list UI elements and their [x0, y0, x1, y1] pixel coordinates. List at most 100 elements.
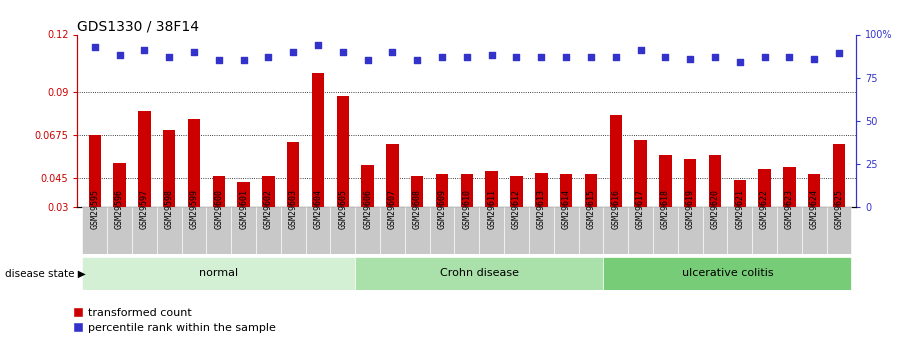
Bar — [404, 207, 430, 254]
Bar — [287, 142, 300, 207]
Bar — [355, 207, 380, 254]
Bar — [207, 207, 231, 254]
Bar — [88, 135, 101, 207]
Bar — [733, 180, 746, 207]
Bar — [660, 155, 671, 207]
Point — [732, 59, 747, 65]
Text: GSM29601: GSM29601 — [239, 189, 248, 229]
Bar — [138, 111, 150, 207]
Point — [558, 54, 573, 60]
Point — [658, 54, 672, 60]
Bar — [585, 175, 597, 207]
Text: GSM29614: GSM29614 — [561, 189, 570, 229]
Text: GSM29612: GSM29612 — [512, 189, 521, 229]
Bar — [113, 163, 126, 207]
Bar — [777, 207, 802, 254]
Text: GSM29619: GSM29619 — [686, 189, 695, 229]
Bar — [256, 207, 281, 254]
Bar — [188, 119, 200, 207]
Bar — [560, 175, 572, 207]
Text: GSM29609: GSM29609 — [437, 189, 446, 229]
Bar — [362, 165, 374, 207]
Bar — [82, 257, 355, 290]
Point — [633, 47, 648, 53]
Bar — [684, 159, 696, 207]
Text: GSM29608: GSM29608 — [413, 189, 422, 229]
Bar — [678, 207, 702, 254]
Point — [460, 54, 475, 60]
Bar — [802, 207, 826, 254]
Bar — [609, 115, 622, 207]
Bar — [306, 207, 331, 254]
Text: GSM29599: GSM29599 — [189, 189, 199, 229]
Text: GSM29600: GSM29600 — [214, 189, 223, 229]
Bar — [628, 207, 653, 254]
Text: GSM29615: GSM29615 — [587, 189, 596, 229]
Text: GSM29611: GSM29611 — [487, 189, 496, 229]
Bar — [529, 207, 554, 254]
Bar — [510, 176, 523, 207]
Bar — [331, 207, 355, 254]
Point — [435, 54, 449, 60]
Point — [236, 58, 251, 63]
Text: GSM29598: GSM29598 — [165, 189, 174, 229]
Point — [211, 58, 226, 63]
Bar — [231, 207, 256, 254]
Point — [807, 56, 822, 61]
Bar — [132, 207, 157, 254]
Point — [410, 58, 425, 63]
Point — [261, 54, 276, 60]
Bar — [653, 207, 678, 254]
Bar — [783, 167, 795, 207]
Text: GSM29596: GSM29596 — [115, 189, 124, 229]
Point — [361, 58, 375, 63]
Text: GSM29623: GSM29623 — [785, 189, 793, 229]
Text: Crohn disease: Crohn disease — [440, 268, 518, 278]
Bar — [212, 176, 225, 207]
Bar — [826, 207, 852, 254]
Point — [782, 54, 796, 60]
Legend: transformed count, percentile rank within the sample: transformed count, percentile rank withi… — [69, 303, 281, 338]
Text: GSM29610: GSM29610 — [463, 189, 471, 229]
Point — [584, 54, 599, 60]
Text: GSM29625: GSM29625 — [834, 189, 844, 229]
Bar — [455, 207, 479, 254]
Bar — [163, 130, 176, 207]
Bar — [603, 257, 852, 290]
Point — [112, 52, 127, 58]
Text: GSM29606: GSM29606 — [363, 189, 373, 229]
Point — [534, 54, 548, 60]
Bar — [752, 207, 777, 254]
Point — [162, 54, 177, 60]
Bar — [380, 207, 404, 254]
Point — [832, 51, 846, 56]
Text: GSM29595: GSM29595 — [90, 189, 99, 229]
Bar — [554, 207, 578, 254]
Point — [757, 54, 772, 60]
Bar — [479, 207, 504, 254]
Bar — [181, 207, 207, 254]
Bar — [107, 207, 132, 254]
Bar — [157, 207, 181, 254]
Bar — [727, 207, 752, 254]
Bar — [435, 175, 448, 207]
Text: GSM29604: GSM29604 — [313, 189, 322, 229]
Text: GSM29605: GSM29605 — [338, 189, 347, 229]
Text: GSM29613: GSM29613 — [537, 189, 546, 229]
Bar — [461, 175, 473, 207]
Text: normal: normal — [200, 268, 239, 278]
Text: GSM29602: GSM29602 — [264, 189, 273, 229]
Text: GSM29618: GSM29618 — [660, 189, 670, 229]
Point — [485, 52, 499, 58]
Bar — [504, 207, 529, 254]
Text: disease state ▶: disease state ▶ — [5, 268, 86, 278]
Bar — [386, 144, 399, 207]
Text: GSM29621: GSM29621 — [735, 189, 744, 229]
Bar — [603, 207, 628, 254]
Bar — [262, 176, 274, 207]
Bar — [808, 175, 821, 207]
Bar — [411, 176, 424, 207]
Text: GSM29603: GSM29603 — [289, 189, 298, 229]
Point — [683, 56, 698, 61]
Text: GSM29607: GSM29607 — [388, 189, 397, 229]
